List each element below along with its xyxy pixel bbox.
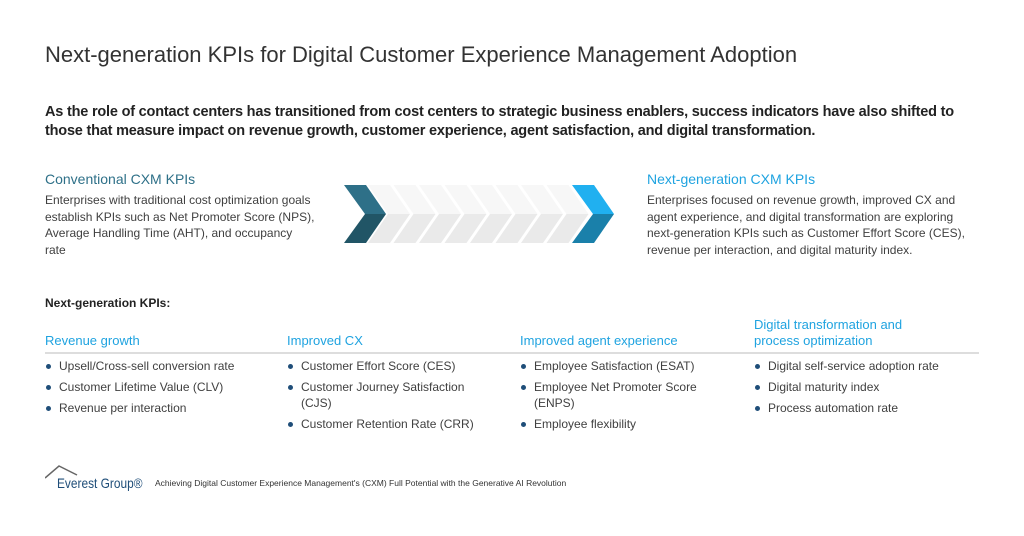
chevron-band-top (419, 185, 461, 214)
list-item: Customer Effort Score (CES) (287, 358, 502, 374)
chevron-band-bottom (368, 214, 410, 243)
list-item: Employee flexibility (520, 416, 740, 432)
list-item: Customer Lifetime Value (CLV) (45, 379, 275, 395)
left-chevron-bottom (344, 214, 386, 243)
kpis-label: Next-generation KPIs: (45, 296, 171, 310)
list-item: Customer Retention Rate (CRR) (287, 416, 502, 432)
chevron-band-top (393, 185, 436, 214)
chevron-band-top (444, 185, 487, 214)
divider (45, 352, 979, 354)
column-heading: Digital transformation and process optim… (754, 317, 903, 348)
transition-arrow-graphic (344, 185, 614, 243)
intro-text: As the role of contact centers has trans… (45, 104, 954, 139)
list-item: Employee Net Promoter Score (ENPS) (520, 379, 730, 411)
next-gen-body: Enterprises focused on revenue growth, i… (647, 193, 965, 257)
right-chevron-bottom (572, 214, 614, 243)
chevron-band-bottom (546, 214, 589, 243)
chevron-band-top (546, 185, 589, 214)
footer: Everest Group® Achieving Digital Custome… (45, 465, 566, 491)
logo-text: Everest Group® (57, 475, 143, 491)
kpi-column-agent: Improved agent experience Employee Satis… (520, 316, 740, 437)
kpi-column-digital: Digital transformation and process optim… (754, 316, 979, 421)
list-item: Revenue per interaction (45, 400, 275, 416)
chevron-band-top (470, 185, 512, 214)
chevron-band-top (368, 185, 410, 214)
chevron-band-bottom (444, 214, 487, 243)
chevron-band-top (495, 185, 538, 214)
chevron-band-bottom (419, 214, 461, 243)
list-item: Digital maturity index (754, 379, 979, 395)
everest-group-logo: Everest Group® (45, 465, 165, 491)
page-title: Next-generation KPIs for Digital Custome… (45, 42, 798, 67)
list-item: Customer Journey Satisfaction (CJS) (287, 379, 487, 411)
column-heading: Improved CX (287, 333, 363, 348)
chevron-band-bottom (495, 214, 538, 243)
next-gen-heading: Next-generation CXM KPIs (647, 171, 816, 187)
mountain-icon (45, 465, 78, 479)
left-chevron-top (344, 185, 386, 214)
column-heading: Revenue growth (45, 333, 140, 348)
chevron-band-bottom (393, 214, 436, 243)
list-item: Digital self-service adoption rate (754, 358, 979, 374)
list-item: Employee Satisfaction (ESAT) (520, 358, 740, 374)
kpi-column-revenue: Revenue growth Upsell/Cross-sell convers… (45, 316, 275, 421)
chevron-band-bottom (470, 214, 512, 243)
middle-chevrons (368, 185, 589, 243)
kpi-column-cx: Improved CX Customer Effort Score (CES) C… (287, 316, 502, 437)
footer-source-text: Achieving Digital Customer Experience Ma… (155, 478, 567, 488)
column-heading: Improved agent experience (520, 333, 678, 348)
list-item: Upsell/Cross-sell conversion rate (45, 358, 275, 374)
chevron-band-top (521, 185, 563, 214)
conventional-heading: Conventional CXM KPIs (45, 171, 196, 187)
list-item: Process automation rate (754, 400, 979, 416)
right-chevron-top (572, 185, 614, 214)
conventional-body: Enterprises with traditional cost optimi… (45, 193, 315, 257)
chevron-band-bottom (521, 214, 563, 243)
